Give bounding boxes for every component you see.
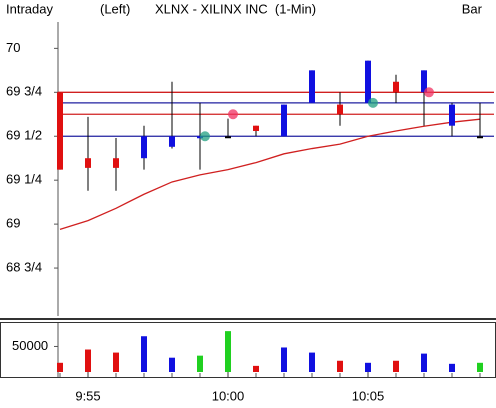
candle-body	[225, 136, 231, 139]
volume-bar	[421, 353, 427, 372]
axis-side: (Left)	[100, 1, 130, 16]
candle-body	[197, 136, 203, 139]
moving-average	[59, 118, 481, 231]
chart-style: Bar	[462, 1, 483, 16]
volume-bar	[281, 347, 287, 372]
candle-body	[393, 81, 399, 93]
volume-bar	[85, 349, 91, 372]
volume-bar	[141, 336, 147, 372]
signal-dot	[424, 87, 434, 98]
signal-dot	[368, 97, 378, 108]
y-tick-label: 69	[6, 216, 20, 231]
y-tick-label: 70	[6, 40, 20, 55]
candle-body	[449, 104, 455, 126]
signal-dot	[200, 131, 210, 142]
candle-body	[477, 136, 483, 139]
candle-body	[421, 70, 427, 93]
candle-body	[337, 104, 343, 115]
candle-body	[281, 104, 287, 137]
y-tick-label: 68 3/4	[6, 259, 42, 274]
header-left: Intraday	[6, 1, 53, 16]
y-tick-label: 50000	[12, 338, 48, 353]
x-tick-label: 10:00	[212, 388, 245, 403]
volume-bar	[449, 363, 455, 372]
volume-bar	[57, 362, 63, 372]
volume-bar	[113, 352, 119, 372]
candle-body	[57, 92, 63, 170]
volume-bar	[197, 355, 203, 372]
candle-body	[85, 158, 91, 168]
candle-body	[113, 158, 119, 168]
candle-body	[365, 60, 371, 103]
volume-bar	[337, 360, 343, 372]
candle-body	[169, 136, 175, 147]
x-tick-label: 9:55	[75, 388, 100, 403]
candle-body	[253, 125, 259, 131]
candle-body	[309, 70, 315, 103]
volume-bar	[169, 357, 175, 372]
volume-bar	[225, 331, 231, 372]
volume-bar	[253, 365, 259, 372]
volume-bar	[365, 362, 371, 372]
y-tick-label: 69 1/2	[6, 128, 42, 143]
y-tick-label: 69 3/4	[6, 84, 42, 99]
candle-body	[141, 136, 147, 159]
volume-bar	[477, 362, 483, 372]
x-tick-label: 10:05	[352, 388, 385, 403]
signal-dot	[228, 109, 238, 120]
volume-bar	[309, 352, 315, 372]
y-tick-label: 69 1/4	[6, 172, 42, 187]
chart-title: XLNX - XILINX INC (1-Min)	[155, 1, 316, 16]
volume-bar	[393, 360, 399, 372]
